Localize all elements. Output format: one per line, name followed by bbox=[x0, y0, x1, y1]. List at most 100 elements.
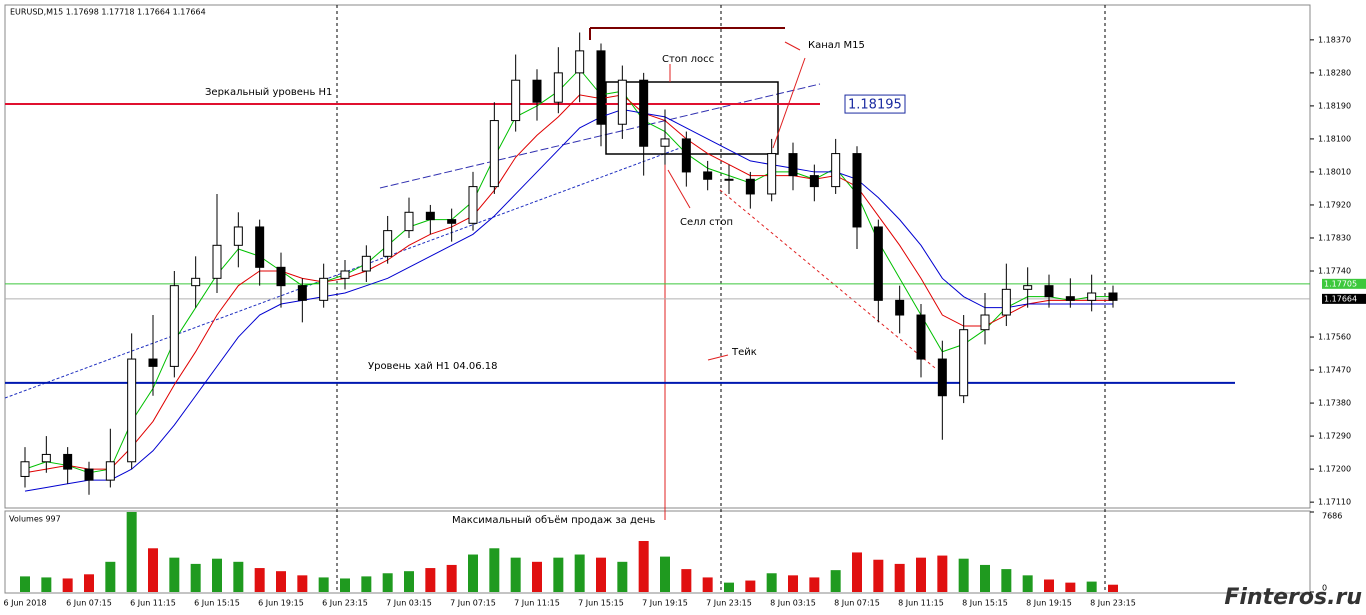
x-tick-label: 8 Jun 15:15 bbox=[962, 599, 1008, 608]
candle-body bbox=[84, 468, 94, 481]
volume-bar bbox=[873, 559, 884, 592]
volume-bar bbox=[212, 558, 222, 592]
candle-body bbox=[233, 226, 243, 246]
candle-body bbox=[425, 211, 435, 221]
volume-bar bbox=[638, 540, 649, 592]
candle-body bbox=[532, 79, 542, 103]
header: EURUSD,M15 1.17698 1.17718 1.17664 1.176… bbox=[10, 8, 206, 17]
candle-body bbox=[937, 358, 947, 397]
moving-average bbox=[24, 94, 1113, 474]
candle-body bbox=[361, 255, 371, 272]
volume-bar bbox=[788, 575, 798, 592]
volume-bar bbox=[105, 561, 116, 592]
moving-average bbox=[24, 109, 1113, 492]
x-tick-label: 6 Jun 11:15 bbox=[130, 599, 176, 608]
candle-body bbox=[681, 138, 691, 173]
candle-body bbox=[127, 358, 137, 463]
volume-bar bbox=[937, 555, 948, 592]
x-tick-label: 7 Jun 23:15 bbox=[706, 599, 752, 608]
volume-bar bbox=[681, 569, 692, 592]
annotation: Тейк bbox=[731, 347, 757, 358]
level-name: Зеркальный уровень H1 bbox=[205, 87, 332, 98]
volume-bar bbox=[190, 563, 201, 592]
candle-body bbox=[703, 171, 713, 180]
drawings bbox=[4, 27, 936, 520]
volume-bar bbox=[318, 577, 329, 592]
candle-body bbox=[468, 186, 478, 224]
volume-bar bbox=[1022, 575, 1033, 592]
candle-body bbox=[447, 219, 457, 224]
volume-bar bbox=[404, 571, 414, 592]
volume-bar bbox=[916, 557, 926, 592]
candle-body bbox=[41, 453, 51, 463]
volume-bar bbox=[809, 577, 820, 592]
volume-tick-label: 7686 bbox=[1322, 512, 1342, 521]
level-name: Уровень хай H1 04.06.18 bbox=[368, 361, 498, 372]
annotation: Стоп лосс bbox=[662, 54, 714, 65]
x-tick-label: 7 Jun 03:15 bbox=[386, 599, 432, 608]
moving-average bbox=[24, 68, 1113, 474]
x-tick-label: 8 Jun 23:15 bbox=[1090, 599, 1136, 608]
candle-body bbox=[212, 244, 222, 279]
candle-body bbox=[1001, 288, 1011, 316]
volume-bar bbox=[830, 570, 841, 592]
volume-tick-label: 0 bbox=[1322, 584, 1327, 593]
x-tick-label: 8 Jun 07:15 bbox=[834, 599, 880, 608]
volume-bar bbox=[1108, 584, 1118, 592]
volume-bar bbox=[617, 561, 628, 592]
candle-body bbox=[1108, 292, 1118, 301]
y-tick-label: 1.17110 bbox=[1318, 498, 1351, 507]
x-tick-label: 6 Jun 07:15 bbox=[66, 599, 112, 608]
volume-bar bbox=[425, 568, 436, 592]
y-tick-label: 1.18190 bbox=[1318, 101, 1351, 110]
volume-bar bbox=[20, 576, 30, 592]
annotation: Максимальный объём продаж за день bbox=[452, 515, 656, 526]
candle-body bbox=[169, 285, 179, 367]
volume-bar bbox=[553, 557, 564, 592]
x-tick-label: 7 Jun 07:15 bbox=[450, 599, 496, 608]
volume-bar bbox=[84, 574, 94, 592]
candle-body bbox=[873, 226, 883, 301]
candle-body bbox=[105, 461, 115, 481]
volume-bar bbox=[169, 557, 180, 592]
candle-body bbox=[191, 277, 201, 287]
x-tick-label: 7 Jun 11:15 bbox=[514, 599, 560, 608]
volume-bar bbox=[62, 578, 73, 592]
volume-bar bbox=[233, 561, 244, 592]
x-tick-label: 7 Jun 19:15 bbox=[642, 599, 688, 608]
volume-bar bbox=[468, 554, 478, 592]
candle-body bbox=[1044, 285, 1054, 298]
x-tick-label: 8 Jun 19:15 bbox=[1026, 599, 1072, 608]
volume-bar bbox=[361, 576, 372, 592]
volume-bar bbox=[148, 548, 158, 592]
candle-body bbox=[1065, 296, 1075, 301]
y-tick-label: 1.18370 bbox=[1318, 35, 1351, 44]
x-tick-label: 6 Jun 23:15 bbox=[322, 599, 368, 608]
y-tick-label: 1.17920 bbox=[1318, 200, 1351, 209]
candle-body bbox=[831, 153, 841, 188]
candle-body bbox=[852, 153, 862, 228]
candle-body bbox=[809, 175, 819, 188]
y-tick-label: 1.18100 bbox=[1318, 134, 1351, 143]
x-tick-label: 8 Jun 11:15 bbox=[898, 599, 944, 608]
candle-body bbox=[639, 79, 649, 147]
volume-bar bbox=[852, 552, 862, 592]
level-label-box bbox=[844, 94, 906, 114]
candle-body bbox=[596, 50, 606, 125]
candle-body bbox=[20, 461, 30, 477]
volume-bar bbox=[446, 564, 457, 592]
candle-body bbox=[895, 299, 905, 316]
y-tick-label: 1.17200 bbox=[1318, 465, 1351, 474]
level-label: 1.17705 bbox=[1324, 279, 1357, 288]
candle-body bbox=[404, 211, 414, 232]
volume-bar bbox=[724, 582, 734, 592]
annotation: Канал М15 bbox=[808, 40, 865, 51]
volume-bar bbox=[660, 556, 670, 592]
volume-bar bbox=[745, 580, 756, 592]
watermark: Finteros.ru bbox=[1224, 585, 1362, 610]
candle-body bbox=[959, 329, 969, 397]
candle-body bbox=[916, 314, 926, 360]
volume-pane bbox=[4, 510, 1311, 594]
x-tick-label: 8 Jun 03:15 bbox=[770, 599, 816, 608]
candle-body bbox=[617, 79, 627, 125]
